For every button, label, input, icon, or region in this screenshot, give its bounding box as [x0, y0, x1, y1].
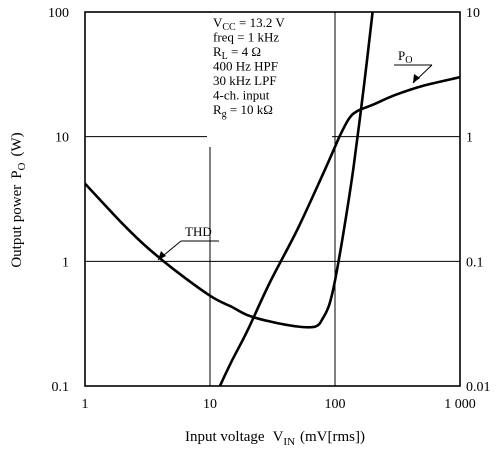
- y-left-tick-label: 10: [55, 131, 69, 146]
- y-axis-symbol-sub: O: [16, 162, 28, 170]
- y-right-tick-label: 0.1: [466, 255, 484, 270]
- series-line-thd: [85, 12, 374, 329]
- y-right-tick-label: 0.01: [466, 380, 491, 395]
- condition-line: freq = 1 kHz: [213, 30, 279, 45]
- condition-line: Rg = 10 kΩ: [213, 102, 273, 120]
- series-label-po-main: P: [398, 48, 405, 63]
- condition-rest: = 10 kΩ: [227, 102, 273, 117]
- x-axis-label-text: Input voltage: [185, 429, 265, 445]
- series-label-po-arrowhead: [413, 74, 420, 83]
- x-tick-label: 10: [203, 397, 217, 412]
- condition-line: RL = 4 Ω: [213, 44, 261, 62]
- x-tick-label: 1: [82, 397, 89, 412]
- x-axis-symbol-sub: IN: [283, 436, 295, 448]
- condition-rest: = 4 Ω: [228, 44, 261, 59]
- series-label-thd: THD: [185, 224, 212, 239]
- condition-main: 4-ch. input: [213, 88, 270, 103]
- y-left-tick-label: 1: [62, 255, 69, 270]
- x-tick-label: 100: [325, 397, 346, 412]
- series: [85, 12, 460, 386]
- condition-sub: L: [222, 51, 228, 62]
- y-axis-label-text: Output power: [9, 185, 25, 268]
- condition-sub: g: [222, 109, 227, 120]
- y-axis-label: Output power PO (W): [9, 132, 28, 267]
- condition-line: VCC = 13.2 V: [213, 15, 285, 33]
- y-axis-unit: (W): [9, 132, 25, 156]
- y-axis-symbol: P: [9, 170, 25, 178]
- plot-frame: [84, 11, 461, 387]
- condition-rest: = 13.2 V: [236, 15, 286, 30]
- condition-line: 30 kHz LPF: [213, 73, 277, 88]
- tick-labels: 1 10 100 1 000 0.1 1 10 100 0.01 0.1 1 10: [48, 6, 491, 412]
- condition-line: 400 Hz HPF: [213, 59, 278, 74]
- y-right-tick-label: 10: [466, 6, 480, 21]
- series-label-po-sub: O: [405, 55, 412, 66]
- y-right-tick-label: 1: [466, 131, 473, 146]
- condition-main: 400 Hz HPF: [213, 59, 278, 74]
- series-line-po: [218, 75, 460, 386]
- condition-main: R: [213, 102, 222, 117]
- condition-main: freq = 1 kHz: [213, 30, 279, 45]
- series-labels: PO THD: [157, 48, 433, 261]
- conditions-background: [207, 13, 332, 147]
- condition-main: 30 kHz LPF: [213, 73, 277, 88]
- series-label-po: PO: [398, 48, 412, 66]
- x-axis-label: Input voltage VIN (mV[rms]): [185, 429, 365, 448]
- condition-line: 4-ch. input: [213, 88, 270, 103]
- series-label-thd-arrowhead: [158, 251, 166, 260]
- x-tick-label: 1 000: [444, 397, 476, 412]
- y-left-tick-label: 100: [48, 6, 69, 21]
- y-left-tick-label: 0.1: [52, 380, 70, 395]
- condition-main: R: [213, 44, 222, 59]
- condition-main: V: [213, 15, 223, 30]
- x-axis-unit: (mV[rms]): [300, 429, 365, 445]
- x-axis-symbol: V: [273, 429, 284, 445]
- condition-sub: CC: [222, 22, 236, 33]
